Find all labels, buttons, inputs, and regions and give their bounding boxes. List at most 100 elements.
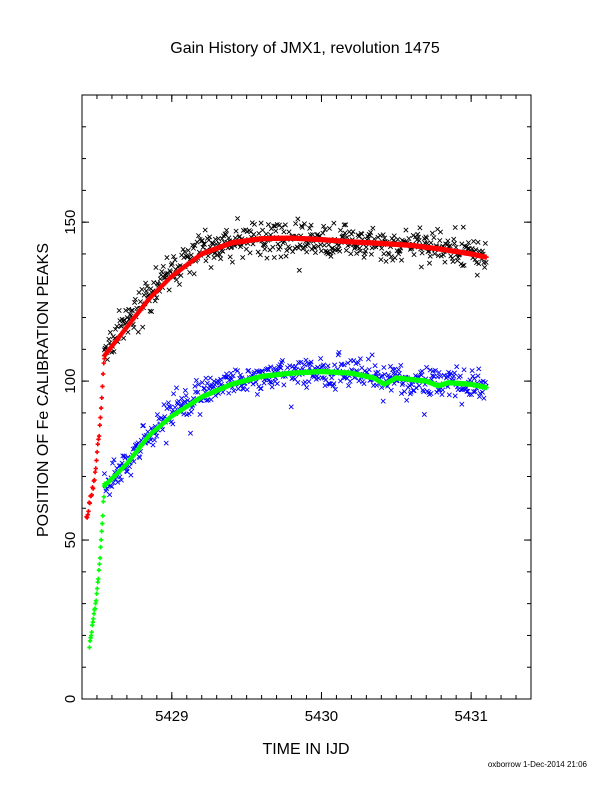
- lower-ramp-point: [93, 598, 99, 603]
- lower-points-point: [372, 363, 378, 369]
- upper-points-point: [417, 225, 423, 231]
- lower-points-point: [128, 472, 134, 478]
- lower-ramp-point: [100, 513, 105, 518]
- lower-points-point: [385, 372, 391, 378]
- upper-points-point: [132, 296, 138, 302]
- upper-points-point: [341, 222, 347, 228]
- lower-points-point: [475, 373, 481, 379]
- upper-points-point: [349, 231, 355, 237]
- lower-ramp-point: [101, 494, 107, 499]
- upper-points-point: [199, 238, 205, 244]
- lower-points-point: [278, 365, 284, 371]
- lower-points-point: [435, 387, 441, 393]
- upper-points-point: [482, 264, 488, 270]
- upper-points-point: [321, 242, 327, 248]
- upper-points-point: [312, 250, 319, 256]
- upper-points-point: [202, 227, 208, 233]
- chart-title: Gain History of JMX1, revolution 1475: [170, 40, 440, 57]
- lower-points-point: [469, 368, 475, 374]
- upper-points-point: [459, 241, 465, 247]
- upper-points-point: [461, 262, 467, 268]
- x-tick-label: 5430: [305, 708, 338, 725]
- upper-points-point: [131, 324, 137, 331]
- lower-points-point: [269, 384, 275, 390]
- lower-points-point: [337, 378, 344, 384]
- upper-points-point: [469, 246, 475, 252]
- lower-points-point: [366, 367, 372, 373]
- lower-points-point: [193, 377, 199, 383]
- lower-points-point: [429, 373, 435, 379]
- upper-points-point: [379, 245, 385, 251]
- upper-points-point: [112, 326, 118, 332]
- upper-points-point: [132, 299, 138, 305]
- upper-points-point: [271, 254, 277, 261]
- lower-points-point: [118, 477, 124, 483]
- lower-points-point: [341, 362, 347, 368]
- upper-points-point: [180, 246, 186, 252]
- upper-points-point: [118, 323, 124, 329]
- lower-points-point: [180, 399, 186, 406]
- y-tick-label: 50: [62, 532, 79, 549]
- lower-points-point: [151, 437, 157, 443]
- upper-points-point: [295, 216, 301, 222]
- upper-points-point: [328, 253, 334, 259]
- upper-ramp-point: [102, 356, 107, 361]
- lower-points-point: [476, 366, 482, 372]
- lower-points-point: [303, 357, 309, 363]
- upper-points-point: [153, 265, 159, 271]
- lower-points-point: [203, 375, 209, 381]
- lower-points-point: [185, 397, 191, 403]
- upper-points-point: [343, 247, 349, 253]
- upper-points-point: [185, 254, 191, 260]
- upper-points-point: [331, 220, 337, 226]
- upper-points-point: [431, 235, 437, 241]
- upper-points-point: [432, 251, 438, 257]
- lower-points-point: [268, 364, 274, 370]
- upper-points-point: [129, 307, 135, 313]
- upper-ramp-point: [86, 509, 91, 514]
- upper-points-point: [361, 254, 367, 260]
- upper-points-point: [277, 244, 283, 250]
- lower-points-point: [347, 378, 353, 384]
- lower-points-point: [408, 389, 414, 395]
- upper-points-point: [187, 269, 193, 275]
- upper-points-point: [471, 238, 477, 244]
- upper-points-point: [271, 223, 277, 229]
- lower-points-point: [111, 457, 117, 463]
- upper-points-point: [188, 252, 194, 258]
- upper-points-point: [279, 224, 285, 230]
- upper-points-point: [450, 259, 456, 265]
- upper-points-point: [147, 308, 153, 314]
- lower-points-point: [428, 391, 434, 397]
- lower-points-point: [446, 392, 452, 398]
- lower-points-point: [279, 358, 285, 364]
- upper-points-point: [442, 259, 448, 265]
- lower-points-point: [331, 381, 337, 387]
- upper-ramp-point: [95, 441, 100, 447]
- upper-points-point: [203, 258, 209, 264]
- lower-points-point: [307, 365, 313, 371]
- series-layer: [84, 215, 489, 650]
- upper-points-point: [283, 253, 289, 259]
- lower-points-point: [479, 389, 485, 395]
- lower-ramp-point: [101, 499, 106, 504]
- lower-points-point: [281, 382, 287, 388]
- upper-points-point: [429, 230, 435, 236]
- upper-points-point: [127, 311, 133, 317]
- upper-points-point: [184, 254, 190, 260]
- lower-points-point: [378, 374, 384, 380]
- upper-points-point: [474, 272, 480, 278]
- upper-points-point: [160, 263, 166, 269]
- upper-points-point: [178, 272, 184, 278]
- upper-points-point: [229, 259, 235, 265]
- upper-fit-point: [483, 254, 489, 260]
- upper-ramp-point: [98, 405, 104, 411]
- lower-points-point: [421, 411, 427, 417]
- upper-points-point: [284, 248, 290, 254]
- upper-points-point: [419, 250, 425, 256]
- lower-points-point: [226, 390, 232, 396]
- upper-points-point: [307, 225, 313, 231]
- upper-points-point: [448, 253, 454, 259]
- upper-points-point: [380, 232, 386, 238]
- upper-points-point: [482, 240, 488, 246]
